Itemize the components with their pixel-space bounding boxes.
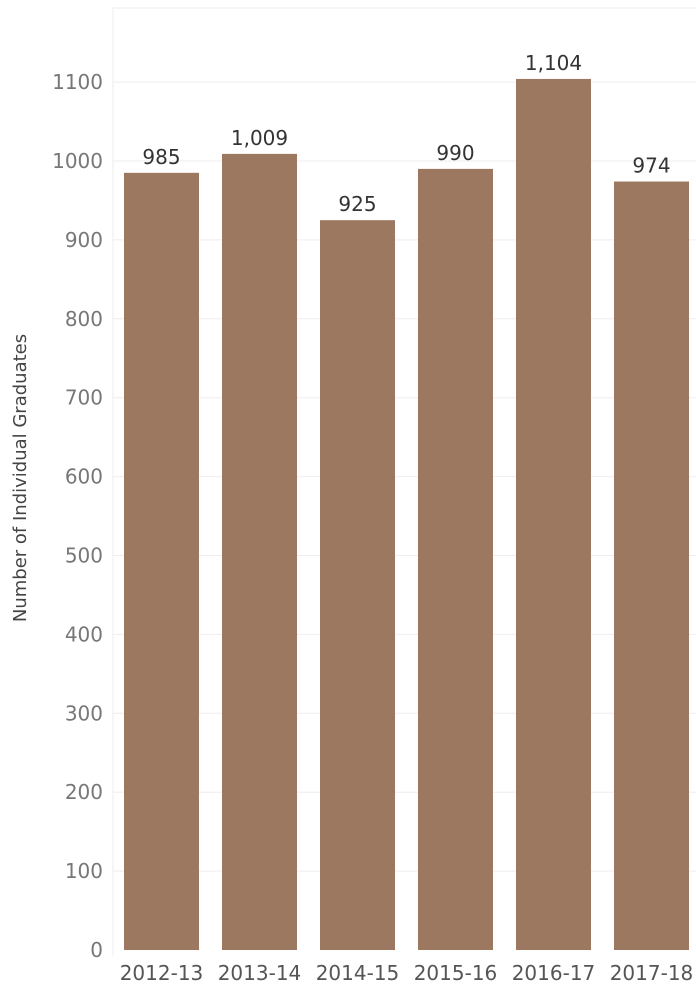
y-tick-label: 0 <box>90 938 103 962</box>
y-tick-label: 1000 <box>52 149 103 173</box>
y-tick-label: 600 <box>65 465 103 489</box>
bar-2016-17[interactable] <box>516 78 591 951</box>
y-tick-label: 800 <box>65 307 103 331</box>
y-tick-label: 1100 <box>52 70 103 94</box>
data-label-2015-16: 990 <box>436 141 474 165</box>
bar-2014-15[interactable] <box>320 220 395 951</box>
bar-2013-14[interactable] <box>222 153 297 951</box>
data-label-2014-15: 925 <box>338 192 376 216</box>
x-category-label: 2013-14 <box>218 961 302 985</box>
bars <box>124 78 689 951</box>
y-tick-label: 500 <box>65 544 103 568</box>
gridlines <box>112 7 696 956</box>
x-axis-categories: 2012-13 2013-14 2014-15 2015-16 2016-17 2017-… <box>120 961 694 985</box>
bar-2015-16[interactable] <box>418 168 493 950</box>
data-labels: 985 1,009 925 990 1,104 974 <box>142 51 670 216</box>
y-axis-ticks: 0 100 200 300 400 500 600 700 800 900 1000 1100 <box>52 70 103 962</box>
data-label-2017-18: 974 <box>632 154 670 178</box>
x-category-label: 2017-18 <box>610 961 694 985</box>
x-category-label: 2016-17 <box>512 961 596 985</box>
y-axis-title: Number of Individual Graduates <box>10 334 31 622</box>
data-label-2013-14: 1,009 <box>231 126 288 150</box>
data-label-2012-13: 985 <box>142 145 180 169</box>
y-tick-label: 300 <box>65 701 103 725</box>
y-tick-label: 900 <box>65 228 103 252</box>
y-tick-label: 100 <box>65 859 103 883</box>
y-tick-label: 400 <box>65 622 103 646</box>
data-label-2016-17: 1,104 <box>525 51 582 75</box>
x-category-label: 2014-15 <box>316 961 400 985</box>
bar-2012-13[interactable] <box>124 172 199 950</box>
x-category-label: 2015-16 <box>414 961 498 985</box>
bar-2017-18[interactable] <box>614 181 689 950</box>
y-tick-label: 200 <box>65 780 103 804</box>
x-category-label: 2012-13 <box>120 961 204 985</box>
y-tick-label: 700 <box>65 386 103 410</box>
